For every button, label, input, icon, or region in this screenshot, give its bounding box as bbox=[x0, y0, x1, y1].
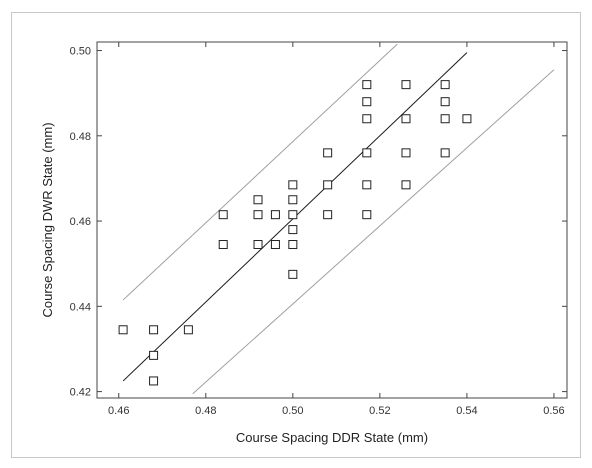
data-point bbox=[288, 180, 298, 190]
data-point bbox=[401, 180, 411, 190]
data-point bbox=[288, 195, 298, 205]
data-point bbox=[462, 114, 472, 124]
y-axis-title: Course Spacing DWR State (mm) bbox=[40, 122, 55, 317]
data-point bbox=[288, 269, 298, 279]
data-point bbox=[362, 148, 372, 158]
data-point bbox=[362, 180, 372, 190]
y-tick-label: 0.48 bbox=[70, 131, 91, 143]
data-point bbox=[401, 114, 411, 124]
data-point bbox=[401, 80, 411, 90]
data-point bbox=[362, 97, 372, 107]
upper-bound-line bbox=[122, 43, 398, 301]
data-point bbox=[362, 80, 372, 90]
x-tick-label: 0.52 bbox=[369, 405, 390, 417]
data-point bbox=[218, 210, 228, 220]
data-point bbox=[440, 97, 450, 107]
x-tick-label: 0.50 bbox=[282, 405, 303, 417]
y-tick-label: 0.46 bbox=[70, 216, 91, 228]
data-point bbox=[323, 180, 333, 190]
data-point bbox=[362, 210, 372, 220]
x-tick-label: 0.48 bbox=[195, 405, 216, 417]
data-point bbox=[149, 325, 159, 335]
bound-lines bbox=[122, 43, 555, 395]
y-axis-ticks: 0.42 0.44 0.46 0.48 0.50 bbox=[70, 46, 567, 399]
data-point bbox=[149, 376, 159, 386]
data-point bbox=[253, 195, 263, 205]
data-point bbox=[288, 225, 298, 235]
data-point bbox=[440, 148, 450, 158]
data-point bbox=[440, 114, 450, 124]
data-point bbox=[270, 240, 280, 250]
x-tick-label: 0.56 bbox=[543, 405, 564, 417]
data-point bbox=[288, 240, 298, 250]
x-axis-ticks: 0.46 0.48 0.50 0.52 0.54 0.56 bbox=[108, 42, 565, 417]
data-point bbox=[218, 240, 228, 250]
data-points bbox=[118, 80, 472, 386]
data-point bbox=[118, 325, 128, 335]
data-point bbox=[149, 350, 159, 360]
x-axis-title: Course Spacing DDR State (mm) bbox=[236, 430, 428, 445]
y-tick-label: 0.42 bbox=[70, 387, 91, 399]
x-tick-label: 0.46 bbox=[108, 405, 129, 417]
lower-bound-line bbox=[192, 69, 555, 395]
figure-frame bbox=[11, 12, 581, 458]
data-point bbox=[270, 210, 280, 220]
data-point bbox=[183, 325, 193, 335]
data-point bbox=[323, 148, 333, 158]
data-point bbox=[288, 210, 298, 220]
data-point bbox=[401, 148, 411, 158]
y-tick-label: 0.50 bbox=[70, 46, 91, 58]
data-point bbox=[440, 80, 450, 90]
x-tick-label: 0.54 bbox=[456, 405, 477, 417]
plot-area bbox=[96, 41, 568, 399]
data-point bbox=[323, 210, 333, 220]
data-point bbox=[253, 240, 263, 250]
y-tick-label: 0.44 bbox=[70, 301, 91, 313]
data-point bbox=[253, 210, 263, 220]
data-point bbox=[362, 114, 372, 124]
